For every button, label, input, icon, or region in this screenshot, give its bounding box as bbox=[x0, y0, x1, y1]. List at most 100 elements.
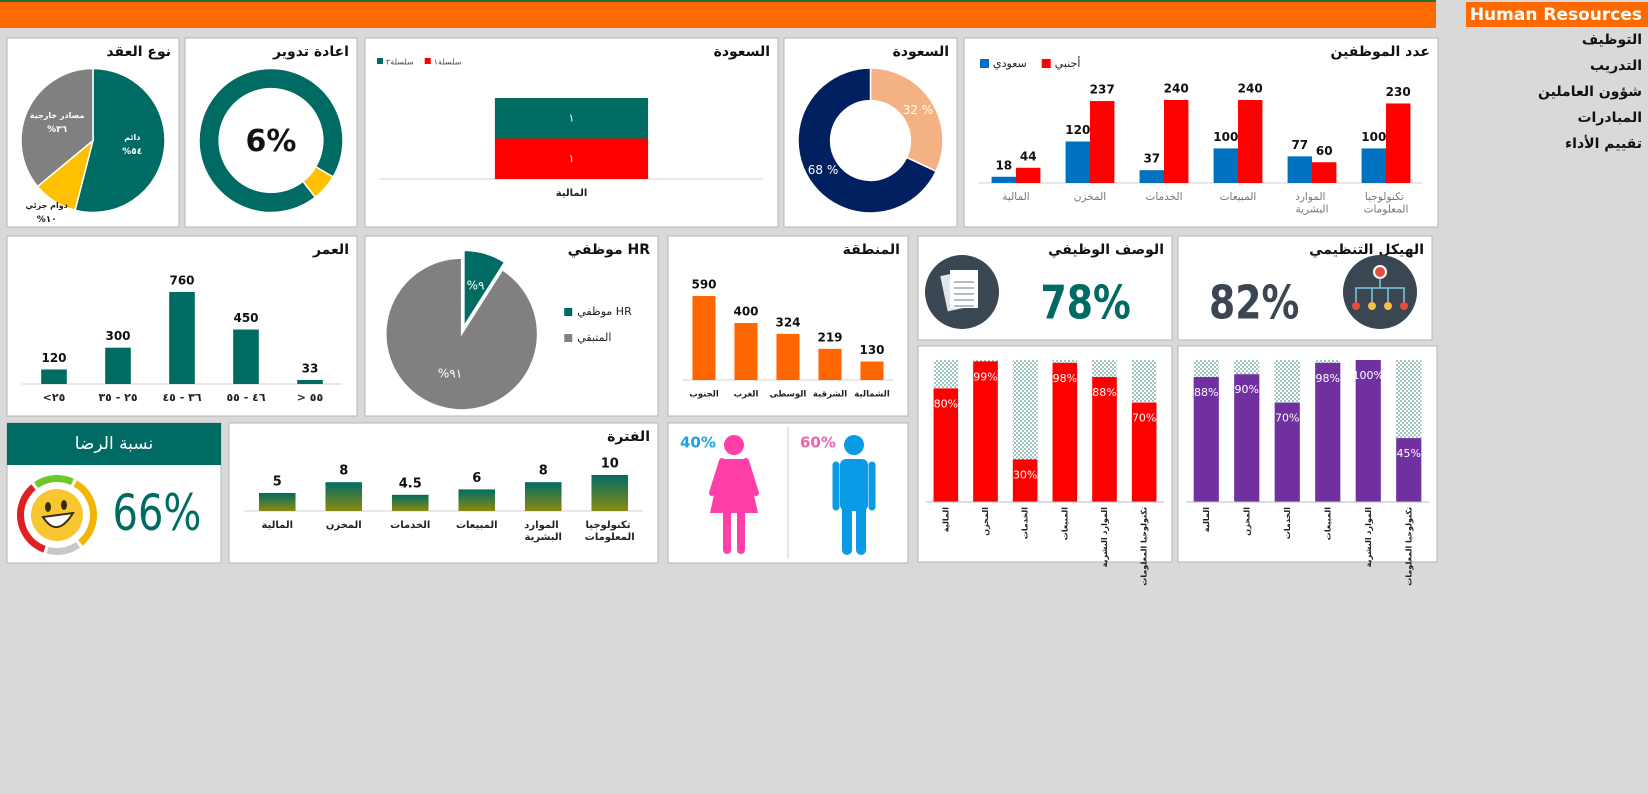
panel-title: السعودة bbox=[893, 44, 949, 60]
top-bar bbox=[0, 0, 1436, 28]
x-tick-label: الموارد البشرية bbox=[1364, 507, 1373, 568]
value-label: 230 bbox=[1386, 85, 1411, 99]
icon-node bbox=[1373, 265, 1387, 279]
x-tick-label: المبيعات bbox=[1060, 507, 1069, 540]
slice bbox=[198, 67, 344, 214]
value-label: 90% bbox=[1235, 383, 1259, 396]
person-legs bbox=[842, 502, 866, 555]
value-label: 40% bbox=[680, 434, 716, 452]
value-label: 99% bbox=[973, 370, 997, 383]
person-body bbox=[710, 459, 758, 513]
x-tick-label: > ٥٥ bbox=[297, 391, 324, 404]
person-icon bbox=[709, 435, 759, 554]
nav-item[interactable]: المبادرات bbox=[1577, 110, 1642, 126]
nav-item[interactable]: تقييم الأداء bbox=[1565, 135, 1642, 152]
value-label: 100% bbox=[1353, 369, 1384, 382]
x-tick-label: الخدمات bbox=[390, 520, 430, 531]
panel-title: السعودة bbox=[714, 44, 770, 60]
x-tick-label: تكنولوجيا المعلومات bbox=[585, 520, 635, 543]
legend-swatch bbox=[1041, 59, 1051, 68]
value-label: 44 bbox=[1020, 149, 1037, 163]
legend-label: سعودي bbox=[993, 57, 1027, 70]
bar bbox=[297, 380, 323, 384]
bar bbox=[524, 482, 562, 511]
x-tick-label: تكنولوجيا المعلومات bbox=[1404, 507, 1413, 586]
bar bbox=[233, 329, 259, 384]
value-label: 130 bbox=[859, 343, 884, 357]
bar bbox=[1234, 374, 1260, 502]
panel-title: المنطقة bbox=[843, 242, 900, 258]
panel-title: نوع العقد bbox=[106, 44, 171, 60]
slice-label: %٣٦ bbox=[47, 125, 68, 135]
nav-item[interactable]: شؤون العاملين bbox=[1538, 84, 1642, 100]
panel-title: موظفي HR bbox=[568, 242, 650, 258]
value-label: 120 bbox=[41, 351, 66, 365]
bar bbox=[1287, 156, 1312, 183]
slice-label: %٩ bbox=[467, 279, 485, 293]
panel-title: نسبة الرضا bbox=[75, 434, 153, 454]
value-label: 400 bbox=[733, 305, 758, 319]
icon-node bbox=[1384, 302, 1392, 310]
legend-swatch bbox=[424, 58, 431, 64]
panel-header bbox=[7, 423, 221, 465]
legend-label: أجنبي bbox=[1055, 56, 1081, 70]
value-label: 240 bbox=[1164, 82, 1189, 96]
nav-item[interactable]: التدريب bbox=[1590, 58, 1642, 74]
panel bbox=[963, 37, 1439, 228]
bar bbox=[776, 333, 800, 380]
icon-node bbox=[1368, 302, 1376, 310]
x-tick-label: المبيعات bbox=[456, 520, 498, 531]
header-box bbox=[1466, 2, 1648, 27]
slice-label: %١٠ bbox=[37, 215, 57, 225]
face-eye bbox=[61, 500, 67, 510]
icon-bg bbox=[1343, 255, 1417, 329]
bar bbox=[41, 369, 67, 384]
gauge-segment bbox=[17, 484, 46, 553]
bar bbox=[933, 388, 959, 502]
bar bbox=[258, 493, 296, 511]
person-legs bbox=[723, 507, 745, 554]
x-tick-label: ٤٦ - ٥٥ bbox=[226, 391, 265, 404]
x-tick-label: الموارد البشرية bbox=[1295, 191, 1329, 216]
legend-label: موظفي HR bbox=[577, 305, 632, 318]
x-tick-label: المالية bbox=[261, 520, 293, 531]
x-tick-label: ٣٦ - ٤٥ bbox=[162, 391, 201, 404]
x-tick-label: المخزن bbox=[981, 507, 990, 536]
value-label: 300 bbox=[105, 329, 130, 343]
value-label: 590 bbox=[691, 278, 716, 292]
value-label: 5 bbox=[273, 475, 282, 490]
icon-node bbox=[1400, 302, 1408, 310]
slice bbox=[385, 257, 539, 411]
value-label: 18 bbox=[995, 158, 1012, 172]
x-tick-label: المبيعات bbox=[1220, 191, 1257, 203]
face-mouth bbox=[41, 511, 75, 528]
x-tick-label: المالية bbox=[941, 507, 950, 532]
bar bbox=[1139, 170, 1164, 183]
x-tick-label: الشرقية bbox=[813, 390, 847, 400]
x-tick-label: المالية bbox=[556, 188, 588, 199]
x-tick-label: الشمالية bbox=[854, 390, 890, 400]
slice-category: دائم bbox=[124, 133, 140, 142]
value-label: ١ bbox=[569, 111, 575, 124]
person-head bbox=[844, 435, 864, 455]
person-arms bbox=[709, 458, 759, 496]
slice bbox=[20, 67, 94, 188]
legend-swatch bbox=[564, 308, 573, 316]
value-label: 4.5 bbox=[399, 476, 422, 491]
person-head bbox=[724, 435, 744, 455]
x-tick-label: المخزن bbox=[1242, 507, 1251, 536]
value-label: 70% bbox=[1275, 412, 1299, 425]
value-label: 45% bbox=[1397, 447, 1421, 460]
bar bbox=[1312, 162, 1337, 183]
value-label: 219 bbox=[817, 330, 842, 344]
bar bbox=[991, 176, 1016, 183]
bar bbox=[105, 347, 131, 384]
value-label: 30% bbox=[1013, 468, 1037, 481]
kpi-value: 78% bbox=[1041, 276, 1131, 330]
nav-item[interactable]: التوظيف bbox=[1582, 32, 1642, 48]
bar bbox=[1238, 100, 1263, 183]
bar bbox=[692, 296, 716, 380]
kpi-value: 66% bbox=[113, 484, 202, 543]
